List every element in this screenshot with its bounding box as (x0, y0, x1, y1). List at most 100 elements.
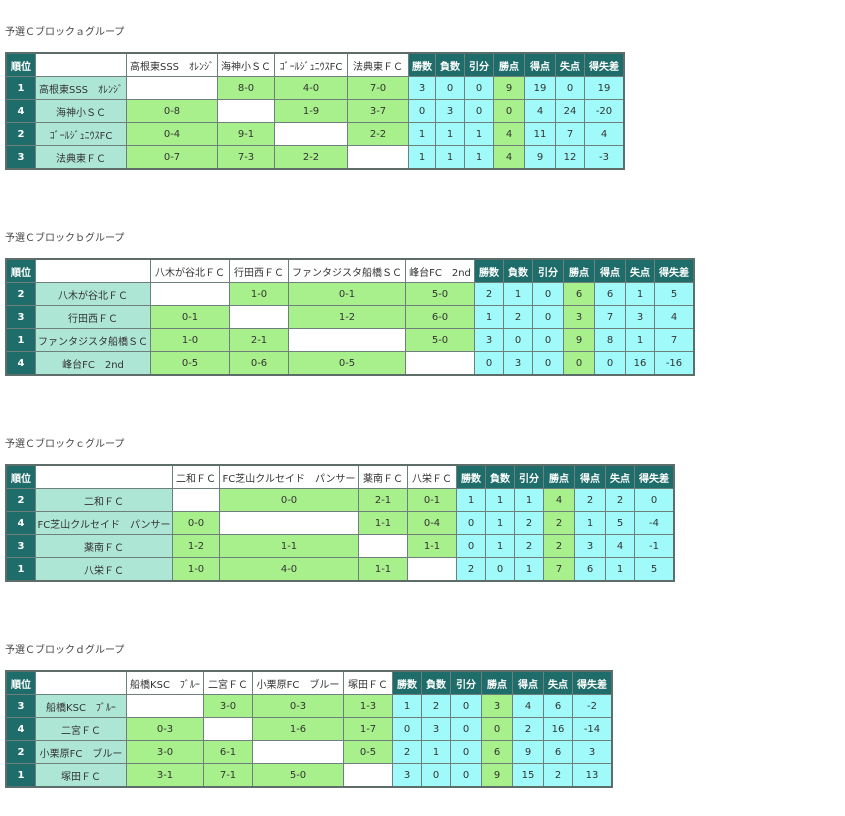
stat-cell: 1 (503, 282, 533, 306)
match-result-cell: 3-1 (126, 763, 204, 788)
match-result-cell: 7-3 (217, 145, 275, 170)
team-name-cell: 八栄ＦＣ (35, 557, 173, 582)
stat-cell: 24 (555, 99, 585, 123)
table-row: 1 八栄ＦＣ 1-0 4-0 1-1 2 0 1 7 6 1 5 (5, 557, 675, 582)
self-match-cell (150, 282, 230, 306)
stat-cell: 16 (625, 351, 655, 376)
stat-cell: 7 (654, 328, 695, 352)
stat-cell: 3 (408, 76, 436, 100)
table-row: 3 薬南ＦＣ 1-2 1-1 1-1 0 1 2 2 3 4 -1 (5, 534, 675, 558)
stat-cell: 1 (485, 488, 515, 512)
points-cell: 7 (543, 557, 575, 582)
rank-cell: 2 (5, 740, 36, 764)
match-result-cell: 1-1 (219, 534, 359, 558)
stat-header: 勝点 (563, 258, 595, 283)
stat-cell: 1 (625, 328, 655, 352)
stat-cell: 0 (450, 740, 482, 764)
stat-cell: 6 (543, 740, 573, 764)
points-cell: 2 (543, 511, 575, 535)
match-result-cell: 1-0 (229, 282, 289, 306)
stat-header: 失点 (605, 464, 635, 489)
stat-cell: 1 (485, 534, 515, 558)
team-column-header: 峰台FC 2nd (405, 258, 475, 283)
stat-cell: 15 (512, 763, 544, 788)
stat-cell: 16 (543, 717, 573, 741)
team-column-header: 行田西ＦＣ (229, 258, 289, 283)
stat-cell: 1 (421, 740, 451, 764)
stat-cell: 2 (514, 534, 544, 558)
rank-cell: 2 (5, 122, 36, 146)
rank-cell: 4 (5, 717, 36, 741)
stat-cell: 2 (512, 717, 544, 741)
stat-cell: 6 (574, 557, 606, 582)
stat-header: 得失差 (654, 258, 695, 283)
team-name-cell: 峰台FC 2nd (35, 351, 151, 376)
team-name-cell: 小栗原FC ブルー (35, 740, 127, 764)
match-result-cell: 1-3 (343, 694, 393, 718)
rank-cell: 3 (5, 694, 36, 718)
stat-cell: 2 (574, 488, 606, 512)
stat-header: 引分 (532, 258, 564, 283)
points-cell: 9 (481, 763, 513, 788)
points-cell: 0 (493, 99, 525, 123)
match-result-cell: 1-0 (150, 328, 230, 352)
match-result-cell: 1-1 (358, 557, 408, 582)
stat-cell: 1 (605, 557, 635, 582)
stat-cell: 0 (532, 351, 564, 376)
stat-cell: 4 (512, 694, 544, 718)
match-result-cell: 0-3 (126, 717, 204, 741)
stat-cell: 0 (503, 328, 533, 352)
stat-cell: -14 (572, 717, 613, 741)
rank-cell: 4 (5, 99, 36, 123)
match-result-cell: 0-1 (150, 305, 230, 329)
match-result-cell: 8-0 (217, 76, 275, 100)
match-result-cell: 1-1 (358, 511, 408, 535)
stat-header: 得点 (594, 258, 626, 283)
team-name-cell: 高根東SSS ｵﾚﾝｼﾞ (35, 76, 127, 100)
team-name-cell: 八木が谷北ＦＣ (35, 282, 151, 306)
stat-header: 失点 (555, 52, 585, 77)
stat-cell: 2 (543, 763, 573, 788)
stat-header: 得失差 (634, 464, 675, 489)
stat-cell: 1 (408, 145, 436, 170)
match-result-cell: 2-1 (229, 328, 289, 352)
rank-cell: 4 (5, 351, 36, 376)
table-row: 2 二和ＦＣ 0-0 2-1 0-1 1 1 1 4 2 2 0 (5, 488, 675, 512)
points-cell: 3 (481, 694, 513, 718)
stat-cell: 7 (555, 122, 585, 146)
match-result-cell: 0-5 (288, 351, 406, 376)
match-result-cell: 1-6 (252, 717, 344, 741)
stat-cell: 0 (485, 557, 515, 582)
match-result-cell: 5-0 (252, 763, 344, 788)
match-result-cell: 0-5 (150, 351, 230, 376)
match-result-cell: 5-0 (405, 282, 475, 306)
self-match-cell (407, 557, 457, 582)
match-result-cell: 1-0 (172, 557, 220, 582)
stat-cell: 3 (574, 534, 606, 558)
stat-header: 得失差 (584, 52, 625, 77)
stat-cell: 2 (474, 282, 504, 306)
table-row: 2 ｺﾞｰﾙｼﾞｭﾆｳｽFC 0-4 9-1 2-2 1 1 1 4 11 7 4 (5, 122, 625, 146)
stat-cell: 0 (532, 328, 564, 352)
header-row: 順位 船橋KSC ﾌﾞﾙｰ 二宮ＦＣ 小栗原FC ブルー 塚田ＦＣ 勝数 負数 引分 勝点 得点失… (5, 670, 613, 695)
stat-header: 負数 (421, 670, 451, 695)
stat-cell: 9 (524, 145, 556, 170)
stat-cell: 3 (572, 740, 613, 764)
stat-cell: 2 (503, 305, 533, 329)
stat-cell: 4 (654, 305, 695, 329)
match-result-cell: 2-1 (358, 488, 408, 512)
league-table: 順位 高根東SSS ｵﾚﾝｼﾞ 海神小ＳＣ ｺﾞｰﾙｼﾞｭﾆｳｽFC 法典東ＦＣ 勝数 負数… (5, 52, 625, 170)
self-match-cell (347, 145, 409, 170)
team-name-cell: 海神小ＳＣ (35, 99, 127, 123)
stat-cell: 11 (524, 122, 556, 146)
table-row: 1 高根東SSS ｵﾚﾝｼﾞ 8-0 4-0 7-0 3 0 0 9 19 0 19 (5, 76, 625, 100)
self-match-cell (252, 740, 344, 764)
self-match-cell (288, 328, 406, 352)
points-cell: 4 (493, 145, 525, 170)
match-result-cell: 0-7 (126, 145, 218, 170)
match-result-cell: 2-2 (347, 122, 409, 146)
table-row: 2 八木が谷北ＦＣ 1-0 0-1 5-0 2 1 0 6 6 1 5 (5, 282, 695, 306)
league-table: 順位 船橋KSC ﾌﾞﾙｰ 二宮ＦＣ 小栗原FC ブルー 塚田ＦＣ 勝数 負数 引分 勝点 得点失… (5, 670, 613, 788)
match-result-cell: 0-1 (407, 488, 457, 512)
stat-cell: -1 (634, 534, 675, 558)
